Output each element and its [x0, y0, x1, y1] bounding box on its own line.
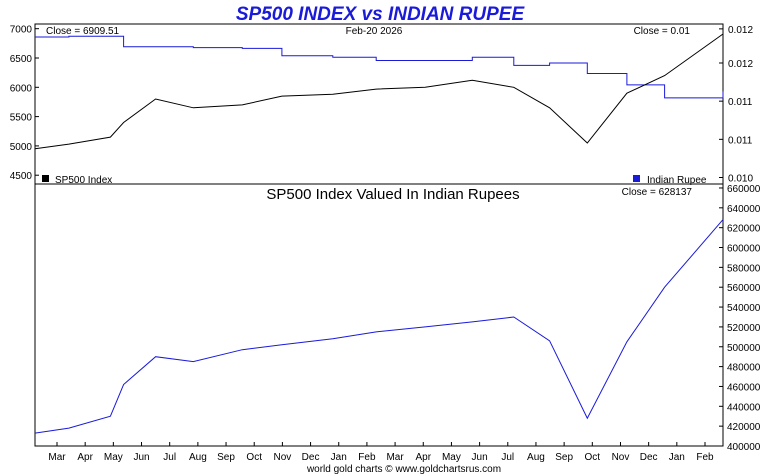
bottom-tick-label: 540000	[727, 303, 760, 314]
x-tick-label: Jun	[133, 452, 149, 463]
x-tick-label: Aug	[527, 452, 545, 463]
x-tick-label: Jul	[163, 452, 176, 463]
bottom-tick-label: 580000	[727, 263, 760, 274]
series-line-indian-rupee	[35, 35, 724, 99]
x-tick-label: Apr	[77, 452, 93, 463]
bottom-tick-label: 400000	[727, 442, 760, 453]
x-tick-label: Jan	[669, 452, 685, 463]
legend-label-rupee: Indian Rupee	[647, 175, 707, 186]
legend-swatch-rupee	[633, 175, 640, 182]
bottom-tick-label: 500000	[727, 343, 760, 354]
bottom-tick-label: 480000	[727, 363, 760, 374]
right-tick-label: 0.011	[728, 135, 753, 146]
x-tick-label: May	[104, 452, 123, 463]
legend-label-sp500: SP500 Index	[55, 175, 112, 186]
x-tick-label: Nov	[273, 452, 291, 463]
bottom-panel-frame	[34, 183, 724, 447]
bottom-panel-title: SP500 Index Valued In Indian Rupees	[266, 186, 519, 203]
x-tick-label: Jun	[472, 452, 488, 463]
x-tick-label: Feb	[358, 452, 376, 463]
left-tick-label: 4500	[10, 171, 33, 182]
bottom-tick-label: 620000	[727, 224, 760, 235]
x-tick-label: Sep	[217, 452, 235, 463]
left-tick-label: 6000	[10, 83, 33, 94]
right-tick-label: 0.011	[728, 97, 753, 108]
right-tick-label: 0.010	[728, 174, 753, 185]
bottom-tick-label: 520000	[727, 323, 760, 334]
x-tick-label: Sep	[555, 452, 573, 463]
x-tick-label: Apr	[415, 452, 431, 463]
left-tick-label: 7000	[10, 25, 33, 36]
x-tick-label: Dec	[302, 452, 320, 463]
bottom-close-label: Close = 628137	[622, 187, 693, 198]
top-left-axis: 4500 5000 5500 6000 6500 7000	[10, 25, 39, 182]
left-tick-label: 5500	[10, 113, 33, 124]
bottom-tick-label: 440000	[727, 402, 760, 413]
x-tick-label: Feb	[696, 452, 714, 463]
right-tick-label: 0.012	[728, 59, 753, 70]
x-tick-label: Dec	[640, 452, 658, 463]
series-layer	[34, 33, 724, 434]
legend-swatch-sp500	[42, 175, 49, 182]
bottom-tick-label: 660000	[727, 184, 760, 195]
x-tick-label: Mar	[48, 452, 66, 463]
x-tick-label: May	[442, 452, 461, 463]
top-right-axis: 0.010 0.011 0.011 0.012 0.012	[719, 25, 753, 185]
series-line-sp500-in-rupees	[34, 219, 724, 434]
x-tick-label: Mar	[386, 452, 404, 463]
left-tick-label: 5000	[10, 142, 33, 153]
series-line-sp500	[34, 33, 724, 150]
x-tick-label: Oct	[585, 452, 601, 463]
footer-credit: world gold charts © www.goldchartsrus.co…	[306, 464, 501, 475]
x-tick-label: Jan	[331, 452, 347, 463]
bottom-tick-label: 600000	[727, 244, 760, 255]
bottom-tick-label: 560000	[727, 283, 760, 294]
x-axis: Mar Apr May Jun Jul Aug Sep Oct Nov Dec Jan Feb Mar A…	[48, 442, 714, 463]
x-tick-label: Jul	[501, 452, 514, 463]
top-right-close-label: Close = 0.01	[634, 26, 691, 37]
bottom-right-axis: 400000 420000 440000 460000 480000 500000 5200…	[719, 184, 760, 453]
chart-title: SP500 INDEX vs INDIAN RUPEE	[236, 4, 526, 25]
x-tick-label: Aug	[189, 452, 207, 463]
x-tick-label: Oct	[246, 452, 262, 463]
top-left-close-label: Close = 6909.51	[46, 26, 120, 37]
left-tick-label: 6500	[10, 54, 33, 65]
bottom-tick-label: 420000	[727, 422, 760, 433]
x-tick-label: Nov	[612, 452, 630, 463]
bottom-tick-label: 460000	[727, 382, 760, 393]
date-label: Feb-20 2026	[346, 26, 403, 37]
right-tick-label: 0.012	[728, 25, 753, 36]
top-panel-frame	[34, 23, 724, 185]
bottom-tick-label: 640000	[727, 204, 760, 215]
